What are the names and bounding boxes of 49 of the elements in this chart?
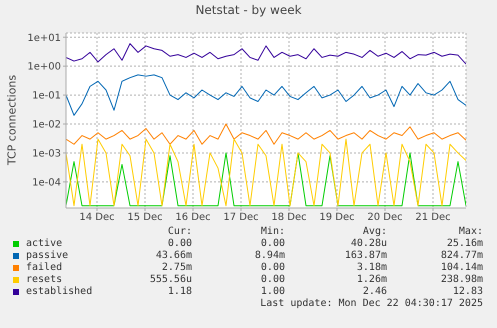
line-series (66, 124, 466, 145)
text: Avg: (362, 226, 387, 237)
text: 12.83 (452, 286, 483, 297)
text: Cur: (168, 226, 192, 237)
text: 0.00 (260, 238, 285, 249)
text: 0.00 (260, 274, 285, 285)
text: 1.26m (356, 274, 387, 285)
x-tick-label: 14 Dec (79, 212, 115, 224)
legend-label: failed (26, 262, 62, 273)
y-axis-title: TCP connections (6, 74, 18, 166)
y-tick-label: 1e-01 (32, 90, 61, 102)
x-tick-label: 20 Dec (367, 212, 403, 224)
legend-label: active (26, 238, 62, 249)
text: 43.66m (156, 250, 192, 261)
text: 824.77m (440, 250, 483, 261)
legend-label: established (26, 286, 92, 297)
y-tick-label: 1e+01 (27, 32, 61, 44)
y-tick-label: 1e-02 (32, 120, 61, 131)
y-tick-label: 1e-03 (32, 148, 61, 160)
text: Min: (260, 226, 285, 237)
x-tick-label: 17 Dec (223, 212, 259, 224)
x-tick-label: 21 Dec (415, 212, 451, 224)
line-series (66, 43, 466, 65)
text: Max: (458, 226, 483, 237)
text: 0.00 (168, 238, 192, 249)
x-tick-label: 19 Dec (319, 212, 355, 224)
text: 104.14m (440, 262, 483, 273)
text: 2.75m (162, 262, 192, 273)
chart-title: Netstat - by week (194, 3, 303, 17)
text: 163.87m (344, 250, 387, 261)
x-tick-label: 16 Dec (175, 212, 211, 224)
y-tick-label: 1e+00 (27, 62, 61, 73)
text: 555.56u (150, 274, 192, 285)
y-tick-label: 1e-04 (32, 177, 61, 188)
text: 8.94m (254, 250, 285, 261)
text: 1.00 (260, 286, 285, 297)
text: 0.00 (260, 262, 285, 273)
line-series (66, 74, 466, 116)
legend-label: passive (26, 250, 68, 261)
text: 40.28u (350, 238, 387, 249)
legend-label: resets (26, 274, 62, 285)
x-tick-label: 18 Dec (271, 212, 307, 224)
text: Last update: Mon Dec 22 04:30:17 2025 (260, 298, 483, 309)
text: 238.98m (440, 274, 483, 285)
text: 3.18m (356, 262, 387, 273)
x-tick-label: 15 Dec (127, 212, 163, 224)
text: 2.46 (362, 286, 387, 297)
text: 25.16m (446, 238, 483, 249)
text: 1.18 (168, 286, 192, 297)
